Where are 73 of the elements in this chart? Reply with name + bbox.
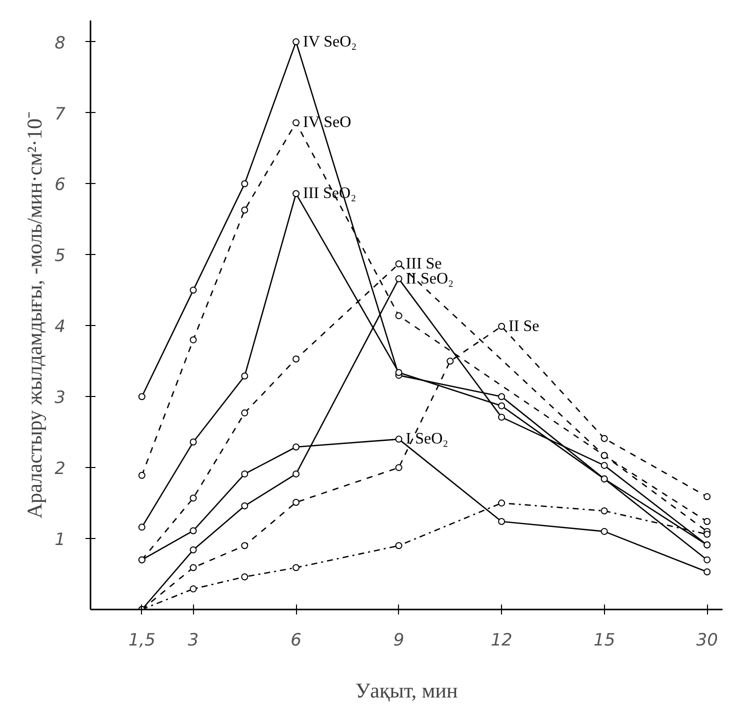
point xyxy=(498,414,506,421)
point xyxy=(292,564,300,572)
y-tick-label: 2 xyxy=(54,459,66,480)
point xyxy=(138,524,146,531)
point xyxy=(395,275,402,282)
point xyxy=(704,568,711,576)
y-tick-label: 5 xyxy=(54,246,66,266)
x-tick-label: 15 xyxy=(594,630,616,650)
point xyxy=(498,393,506,400)
point xyxy=(395,260,402,268)
series-label: II Se xyxy=(508,318,540,335)
point xyxy=(241,502,248,510)
point xyxy=(241,180,248,188)
y-axis-title: Араластыру жылдамдығы, -моль/мин·см²·10⁻ xyxy=(22,111,47,519)
point xyxy=(190,336,197,344)
point xyxy=(138,472,146,479)
point xyxy=(138,393,146,400)
point xyxy=(190,585,197,592)
y-tick-label: 3 xyxy=(54,388,66,408)
point xyxy=(704,556,711,564)
point xyxy=(600,528,608,535)
point xyxy=(395,436,402,443)
point xyxy=(241,372,248,380)
point xyxy=(704,518,711,525)
point xyxy=(241,542,248,550)
series-label: I SeO₂ xyxy=(406,430,448,448)
point xyxy=(498,518,506,525)
x-tick-label: 1,5 xyxy=(128,630,156,650)
series-label: II SeO₂ xyxy=(406,270,454,288)
point xyxy=(190,494,197,502)
point xyxy=(292,119,300,126)
x-tick-label: 9 xyxy=(393,630,404,650)
point xyxy=(292,498,300,506)
series-label: III Se xyxy=(406,255,442,272)
point xyxy=(241,206,248,214)
x-axis-title: Уақыт, мин xyxy=(355,678,458,702)
point xyxy=(190,438,197,446)
point xyxy=(190,527,197,534)
point xyxy=(395,368,402,376)
point xyxy=(190,564,197,572)
point xyxy=(446,358,454,365)
point xyxy=(600,507,608,514)
point xyxy=(292,444,300,450)
point xyxy=(190,286,197,294)
point xyxy=(292,38,300,46)
point xyxy=(241,470,248,478)
point xyxy=(600,462,608,469)
y-tick-label: 4 xyxy=(54,317,66,338)
y-tick-label: 1 xyxy=(54,530,66,550)
series-label: IV SeO xyxy=(303,114,352,132)
point xyxy=(395,542,402,550)
x-tick-label: 12 xyxy=(490,630,512,650)
point xyxy=(241,573,248,580)
y-tick-label: 6 xyxy=(54,175,66,196)
y-tick-label: 7 xyxy=(54,104,66,124)
point xyxy=(395,464,402,472)
point xyxy=(498,500,506,507)
point xyxy=(600,434,608,442)
point xyxy=(704,530,711,538)
x-tick-label: 6 xyxy=(290,630,302,650)
point xyxy=(292,190,300,198)
point xyxy=(292,356,300,362)
point xyxy=(292,470,300,478)
series-label: IV SeO₂ xyxy=(303,33,357,50)
point xyxy=(241,409,248,416)
point xyxy=(395,312,402,320)
point xyxy=(190,546,197,554)
point xyxy=(498,322,506,330)
point xyxy=(704,493,711,500)
x-tick-label: 30 xyxy=(696,630,718,650)
y-tick-label: 8 xyxy=(54,33,66,54)
point xyxy=(498,402,506,410)
x-tick-label: 3 xyxy=(188,630,199,650)
